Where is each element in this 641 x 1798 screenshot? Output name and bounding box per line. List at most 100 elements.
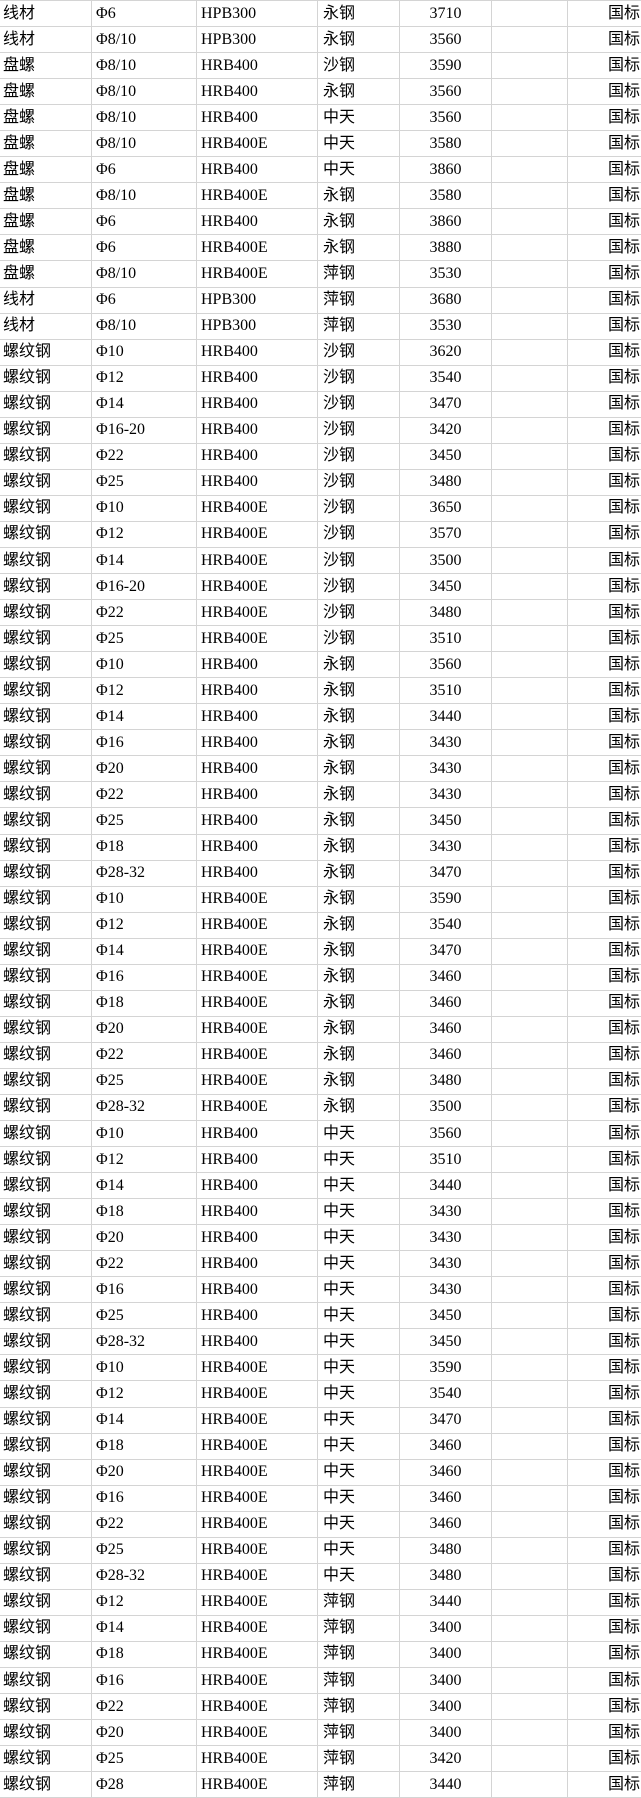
cell-standard[interactable]: 国标 bbox=[568, 1538, 641, 1564]
cell-standard[interactable]: 国标 bbox=[568, 652, 641, 679]
cell-standard[interactable]: 国标 bbox=[568, 1043, 641, 1069]
cell-standard[interactable]: 国标 bbox=[568, 939, 641, 965]
cell-empty[interactable] bbox=[492, 1094, 568, 1122]
cell-standard[interactable]: 国标 bbox=[568, 1434, 641, 1460]
cell-grade[interactable]: HRB400 bbox=[197, 79, 318, 106]
cell-empty[interactable] bbox=[492, 261, 568, 288]
cell-spec[interactable]: Φ22 bbox=[92, 600, 197, 627]
cell-empty[interactable] bbox=[492, 626, 568, 653]
cell-mill[interactable]: 永钢 bbox=[318, 730, 400, 757]
cell-empty[interactable] bbox=[492, 782, 568, 809]
cell-product[interactable]: 螺纹钢 bbox=[0, 730, 92, 757]
cell-mill[interactable]: 沙钢 bbox=[318, 443, 400, 470]
cell-mill[interactable]: 中天 bbox=[318, 1485, 400, 1512]
cell-grade[interactable]: HRB400 bbox=[197, 1199, 318, 1226]
cell-mill[interactable]: 萍钢 bbox=[318, 1668, 400, 1695]
cell-price[interactable]: 3470 bbox=[400, 938, 492, 965]
cell-standard[interactable]: 国标 bbox=[568, 1199, 641, 1226]
cell-product[interactable]: 螺纹钢 bbox=[0, 1459, 92, 1486]
cell-mill[interactable]: 沙钢 bbox=[318, 600, 400, 627]
cell-price[interactable]: 3560 bbox=[400, 1121, 492, 1148]
cell-price[interactable]: 3440 bbox=[400, 1772, 492, 1798]
cell-spec[interactable]: Φ10 bbox=[92, 339, 197, 366]
cell-standard[interactable]: 国标 bbox=[568, 626, 641, 653]
cell-empty[interactable] bbox=[492, 1329, 568, 1356]
cell-price[interactable]: 3460 bbox=[400, 964, 492, 991]
cell-spec[interactable]: Φ18 bbox=[92, 1641, 197, 1668]
cell-product[interactable]: 螺纹钢 bbox=[0, 1147, 92, 1174]
cell-standard[interactable]: 国标 bbox=[568, 157, 641, 184]
cell-mill[interactable]: 萍钢 bbox=[318, 1615, 400, 1642]
cell-spec[interactable]: Φ16-20 bbox=[92, 417, 197, 444]
cell-grade[interactable]: HRB400 bbox=[197, 1251, 318, 1278]
cell-grade[interactable]: HRB400 bbox=[197, 339, 318, 366]
cell-empty[interactable] bbox=[492, 912, 568, 939]
cell-product[interactable]: 螺纹钢 bbox=[0, 756, 92, 783]
cell-product[interactable]: 螺纹钢 bbox=[0, 938, 92, 965]
cell-standard[interactable]: 国标 bbox=[568, 470, 641, 496]
cell-price[interactable]: 3560 bbox=[400, 79, 492, 106]
cell-spec[interactable]: Φ28-32 bbox=[92, 1094, 197, 1122]
cell-grade[interactable]: HRB400 bbox=[197, 209, 318, 236]
cell-empty[interactable] bbox=[492, 1173, 568, 1200]
cell-mill[interactable]: 中天 bbox=[318, 1121, 400, 1148]
cell-spec[interactable]: Φ16-20 bbox=[92, 574, 197, 601]
cell-grade[interactable]: HRB400 bbox=[197, 157, 318, 184]
cell-price[interactable]: 3430 bbox=[400, 756, 492, 783]
cell-product[interactable]: 盘螺 bbox=[0, 53, 92, 80]
cell-empty[interactable] bbox=[492, 495, 568, 522]
cell-mill[interactable]: 中天 bbox=[318, 1433, 400, 1460]
cell-grade[interactable]: HPB300 bbox=[197, 313, 318, 340]
cell-mill[interactable]: 永钢 bbox=[318, 808, 400, 835]
cell-grade[interactable]: HRB400E bbox=[197, 1016, 318, 1043]
cell-standard[interactable]: 国标 bbox=[568, 1121, 641, 1148]
cell-standard[interactable]: 国标 bbox=[568, 1277, 641, 1304]
cell-price[interactable]: 3460 bbox=[400, 1433, 492, 1460]
cell-empty[interactable] bbox=[492, 1016, 568, 1043]
cell-mill[interactable]: 中天 bbox=[318, 1459, 400, 1486]
cell-price[interactable]: 3710 bbox=[400, 1, 492, 28]
cell-mill[interactable]: 中天 bbox=[318, 1381, 400, 1408]
cell-product[interactable]: 螺纹钢 bbox=[0, 469, 92, 496]
cell-price[interactable]: 3510 bbox=[400, 678, 492, 705]
cell-standard[interactable]: 国标 bbox=[568, 548, 641, 575]
cell-spec[interactable]: Φ8/10 bbox=[92, 131, 197, 158]
cell-price[interactable]: 3590 bbox=[400, 53, 492, 80]
cell-empty[interactable] bbox=[492, 1251, 568, 1278]
cell-product[interactable]: 螺纹钢 bbox=[0, 912, 92, 939]
cell-grade[interactable]: HRB400 bbox=[197, 782, 318, 809]
cell-empty[interactable] bbox=[492, 1511, 568, 1538]
cell-price[interactable]: 3450 bbox=[400, 808, 492, 835]
cell-grade[interactable]: HRB400E bbox=[197, 886, 318, 913]
cell-standard[interactable]: 国标 bbox=[568, 27, 641, 54]
cell-standard[interactable]: 国标 bbox=[568, 444, 641, 470]
cell-grade[interactable]: HRB400 bbox=[197, 53, 318, 80]
cell-grade[interactable]: HRB400E bbox=[197, 912, 318, 939]
cell-price[interactable]: 3620 bbox=[400, 339, 492, 366]
cell-grade[interactable]: HRB400E bbox=[197, 1772, 318, 1798]
cell-grade[interactable]: HRB400 bbox=[197, 1121, 318, 1148]
cell-standard[interactable]: 国标 bbox=[568, 861, 641, 887]
cell-empty[interactable] bbox=[492, 1303, 568, 1330]
cell-product[interactable]: 螺纹钢 bbox=[0, 521, 92, 548]
cell-price[interactable]: 3450 bbox=[400, 574, 492, 601]
cell-price[interactable]: 3480 bbox=[400, 469, 492, 496]
cell-spec[interactable]: Φ22 bbox=[92, 1251, 197, 1278]
cell-spec[interactable]: Φ18 bbox=[92, 1433, 197, 1460]
cell-product[interactable]: 螺纹钢 bbox=[0, 1329, 92, 1356]
cell-mill[interactable]: 萍钢 bbox=[318, 1772, 400, 1798]
cell-product[interactable]: 线材 bbox=[0, 313, 92, 340]
cell-standard[interactable]: 国标 bbox=[568, 1694, 641, 1721]
cell-mill[interactable]: 沙钢 bbox=[318, 469, 400, 496]
cell-mill[interactable]: 永钢 bbox=[318, 990, 400, 1017]
cell-spec[interactable]: Φ6 bbox=[92, 209, 197, 236]
cell-price[interactable]: 3500 bbox=[400, 547, 492, 575]
cell-product[interactable]: 螺纹钢 bbox=[0, 547, 92, 575]
cell-spec[interactable]: Φ6 bbox=[92, 287, 197, 314]
cell-price[interactable]: 3430 bbox=[400, 834, 492, 861]
cell-product[interactable]: 线材 bbox=[0, 287, 92, 314]
cell-price[interactable]: 3500 bbox=[400, 1094, 492, 1122]
cell-empty[interactable] bbox=[492, 1746, 568, 1773]
cell-mill[interactable]: 永钢 bbox=[318, 964, 400, 991]
cell-product[interactable]: 盘螺 bbox=[0, 183, 92, 210]
